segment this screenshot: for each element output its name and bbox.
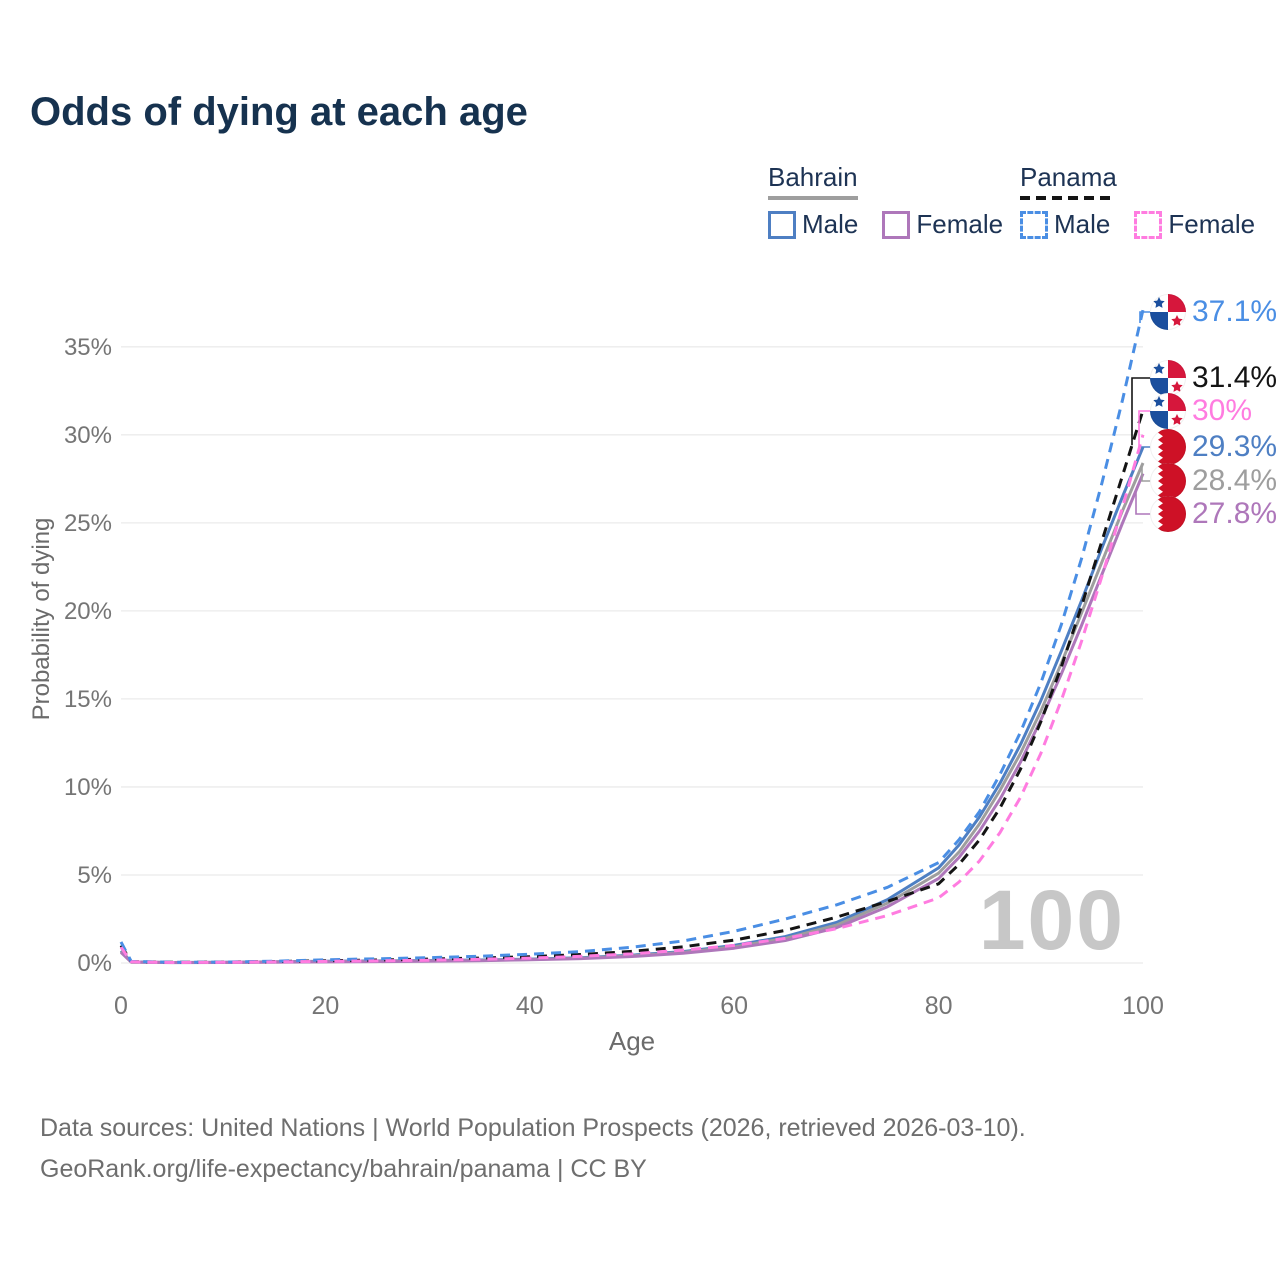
series-line-panama-both[interactable] <box>119 409 1145 964</box>
bahrain-solid-line-sample <box>768 196 858 200</box>
end-label-panama-both: 31.4% <box>1150 360 1277 396</box>
legend-group-bahrain: Bahrain Male Female <box>768 162 1003 240</box>
panama-female-swatch[interactable] <box>1134 210 1163 239</box>
label-connector-panama-male <box>1139 311 1152 323</box>
series-line-bahrain-male[interactable] <box>119 446 1145 964</box>
end-label-panama-female: 30% <box>1150 393 1252 429</box>
panama-male-swatch[interactable] <box>1020 210 1048 239</box>
x-tick-label: 20 <box>311 992 339 1020</box>
x-tick-label: 100 <box>1122 992 1164 1020</box>
legend-row-panama: Male Female <box>1020 209 1255 240</box>
label-connector-bahrain-male <box>1141 446 1152 450</box>
label-connector-bahrain-both <box>1141 465 1152 482</box>
panama-flag-icon <box>1150 393 1186 429</box>
end-label-value: 31.4% <box>1192 361 1278 394</box>
bahrain-flag-icon <box>1150 496 1186 532</box>
legend-country-panama: Panama <box>1020 162 1117 192</box>
y-tick-label: 20% <box>64 598 112 625</box>
panama-flag-icon <box>1150 294 1186 330</box>
bahrain-female-label[interactable]: Female <box>916 209 1004 239</box>
bahrain-male-swatch[interactable] <box>768 210 796 239</box>
x-axis-title: Age <box>608 1026 656 1056</box>
label-connector-panama-female <box>1138 410 1152 449</box>
end-label-value: 28.4% <box>1192 464 1278 497</box>
legend-group-panama: Panama Male Female <box>1020 162 1255 240</box>
panama-female-label[interactable]: Female <box>1168 209 1256 239</box>
end-label-bahrain-male: 29.3% <box>1150 429 1277 465</box>
series-line-panama-male[interactable] <box>119 309 1145 964</box>
label-connector-bahrain-female <box>1135 490 1152 515</box>
x-tick-label: 40 <box>516 992 544 1020</box>
footer: Data sources: United Nations | World Pop… <box>40 1108 1026 1190</box>
x-tick-label: 0 <box>114 992 128 1020</box>
series-line-bahrain-both[interactable] <box>119 462 1145 964</box>
y-tick-label: 30% <box>64 422 112 449</box>
end-label-value: 27.8% <box>1192 497 1278 530</box>
page-title: Odds of dying at each age <box>30 90 528 134</box>
panama-dashed-line-sample <box>1020 196 1112 200</box>
attribution-line: GeoRank.org/life-expectancy/bahrain/pana… <box>40 1155 647 1183</box>
series-line-panama-female[interactable] <box>119 434 1145 964</box>
series-line-bahrain-female[interactable] <box>119 473 1145 965</box>
bahrain-flag-icon <box>1150 429 1186 465</box>
end-label-value: 29.3% <box>1192 430 1278 463</box>
bahrain-female-swatch[interactable] <box>882 210 911 239</box>
y-tick-label: 0% <box>77 950 112 977</box>
y-axis-title: Probability of dying <box>28 517 55 721</box>
end-label-value: 30% <box>1192 394 1253 427</box>
end-label-bahrain-both: 28.4% <box>1150 463 1277 499</box>
x-tick-label: 80 <box>925 992 953 1020</box>
y-tick-label: 5% <box>77 862 112 889</box>
bahrain-flag-icon <box>1150 463 1186 499</box>
y-tick-label: 15% <box>64 686 112 713</box>
y-tick-label: 35% <box>64 334 112 361</box>
legend-country-bahrain: Bahrain <box>768 162 858 192</box>
legend-row-bahrain: Male Female <box>768 209 1003 240</box>
panama-male-label[interactable]: Male <box>1054 209 1111 239</box>
label-connector-panama-both <box>1131 377 1152 446</box>
age-cursor-watermark: 100 <box>978 873 1125 967</box>
end-label-panama-male: 37.1% <box>1150 294 1277 330</box>
legend: Bahrain Male Female Panama Male Female <box>768 162 1255 240</box>
end-label-value: 37.1% <box>1192 295 1278 328</box>
bahrain-male-label[interactable]: Male <box>802 209 859 239</box>
end-label-bahrain-female: 27.8% <box>1150 496 1277 532</box>
y-tick-label: 25% <box>64 510 112 537</box>
panama-flag-icon <box>1150 360 1186 396</box>
y-tick-label: 10% <box>64 774 112 801</box>
data-sources-line: Data sources: United Nations | World Pop… <box>40 1114 1026 1142</box>
x-tick-label: 60 <box>720 992 748 1020</box>
